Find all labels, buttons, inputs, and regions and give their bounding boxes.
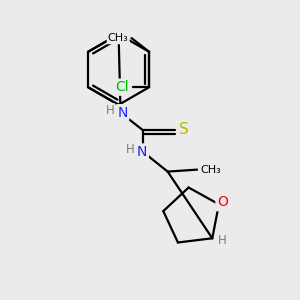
Text: H: H xyxy=(218,234,226,247)
Text: CH₃: CH₃ xyxy=(108,33,129,43)
Text: O: O xyxy=(218,195,228,209)
Text: S: S xyxy=(179,122,189,137)
Text: Cl: Cl xyxy=(115,80,129,94)
Text: H: H xyxy=(105,104,114,117)
Text: H: H xyxy=(126,143,135,157)
Text: CH₃: CH₃ xyxy=(200,165,221,175)
Text: N: N xyxy=(137,145,147,159)
Text: N: N xyxy=(117,106,128,120)
